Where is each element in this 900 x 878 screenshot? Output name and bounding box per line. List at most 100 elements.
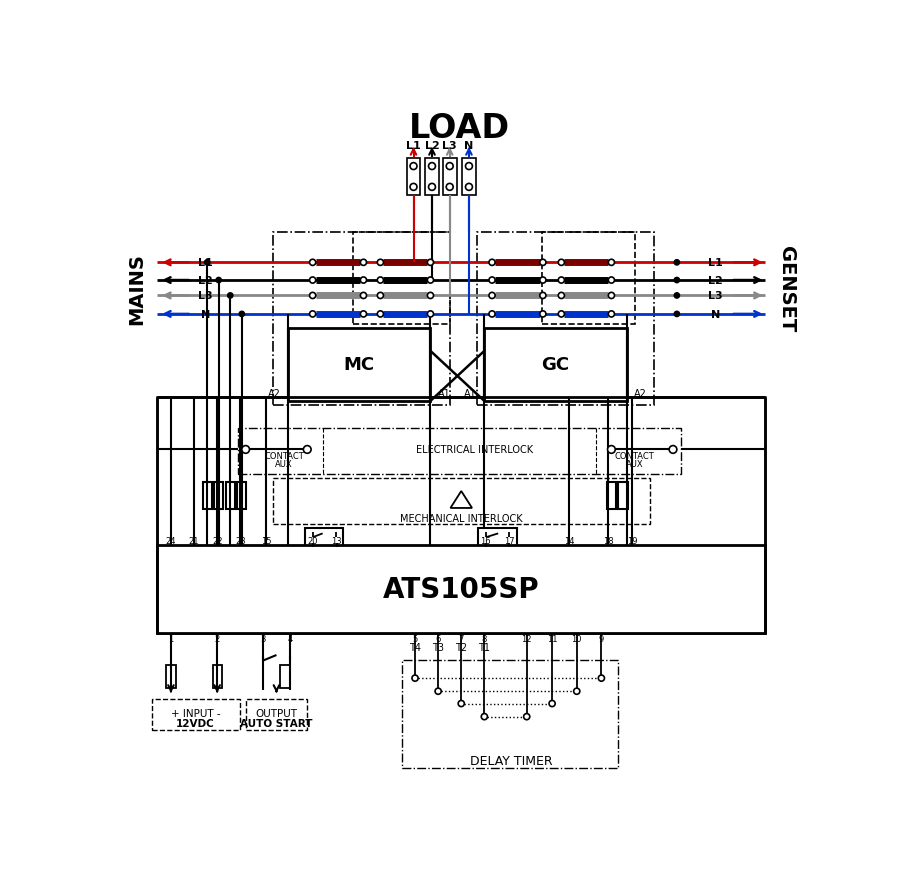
Bar	[212, 666, 221, 688]
Text: GENSET: GENSET	[777, 245, 796, 332]
Text: 5: 5	[412, 634, 418, 643]
Circle shape	[608, 446, 616, 454]
Bar	[462, 159, 476, 196]
Circle shape	[228, 293, 233, 299]
Text: AUX: AUX	[275, 459, 293, 468]
Text: L3: L3	[708, 291, 723, 301]
Circle shape	[428, 184, 436, 191]
Circle shape	[608, 277, 615, 284]
Text: CONTACT: CONTACT	[265, 451, 304, 461]
Circle shape	[608, 312, 615, 318]
Bar	[618, 482, 627, 509]
Text: 8: 8	[482, 634, 487, 643]
Circle shape	[360, 260, 366, 266]
Circle shape	[428, 293, 434, 299]
Text: L2: L2	[198, 276, 213, 285]
Text: MECHANICAL INTERLOCK: MECHANICAL INTERLOCK	[400, 514, 523, 523]
Circle shape	[428, 277, 434, 284]
Circle shape	[216, 278, 221, 284]
Circle shape	[540, 293, 546, 299]
Text: 24: 24	[166, 536, 176, 545]
Text: 3: 3	[261, 634, 266, 643]
Bar	[273, 233, 450, 406]
Bar	[425, 159, 439, 196]
Circle shape	[598, 675, 605, 681]
Circle shape	[435, 688, 441, 694]
Bar	[478, 529, 517, 548]
Text: A1: A1	[464, 389, 477, 399]
Circle shape	[360, 312, 366, 318]
Circle shape	[674, 261, 680, 266]
Circle shape	[489, 260, 495, 266]
Bar	[226, 482, 235, 509]
Circle shape	[540, 312, 546, 318]
Bar	[166, 666, 176, 688]
Text: GC: GC	[542, 356, 570, 374]
Circle shape	[360, 277, 366, 284]
Bar	[443, 159, 456, 196]
Text: 16: 16	[481, 536, 491, 545]
Circle shape	[465, 163, 472, 170]
Circle shape	[377, 293, 383, 299]
Text: 1: 1	[168, 634, 174, 643]
Bar	[402, 660, 617, 768]
Text: 11: 11	[547, 634, 557, 643]
Text: 7: 7	[459, 634, 464, 643]
Circle shape	[608, 293, 615, 299]
Text: L3: L3	[443, 140, 457, 150]
Text: 20: 20	[308, 536, 318, 545]
Bar	[477, 233, 653, 406]
Text: 12VDC: 12VDC	[176, 718, 215, 728]
Text: DELAY TIMER: DELAY TIMER	[470, 754, 553, 767]
Circle shape	[428, 260, 434, 266]
Text: A2: A2	[267, 389, 281, 399]
Bar	[407, 159, 420, 196]
Text: 17: 17	[504, 536, 514, 545]
Bar	[152, 699, 240, 730]
Text: L3: L3	[198, 291, 213, 301]
Circle shape	[204, 261, 210, 266]
Text: 22: 22	[212, 536, 222, 545]
Text: AUX: AUX	[626, 459, 644, 468]
Bar	[280, 666, 290, 688]
Text: L2: L2	[708, 276, 723, 285]
Circle shape	[377, 312, 383, 318]
Circle shape	[446, 184, 454, 191]
Circle shape	[428, 163, 436, 170]
Circle shape	[558, 277, 564, 284]
Text: 9: 9	[598, 634, 604, 643]
Circle shape	[239, 312, 245, 317]
Text: T1: T1	[479, 643, 490, 652]
Text: 19: 19	[627, 536, 637, 545]
Circle shape	[489, 277, 495, 284]
Circle shape	[558, 293, 564, 299]
Bar	[246, 699, 307, 730]
Circle shape	[310, 277, 316, 284]
Text: N: N	[711, 310, 720, 320]
Text: ATS105SP: ATS105SP	[382, 576, 540, 603]
Text: 23: 23	[235, 536, 246, 545]
Text: 14: 14	[563, 536, 574, 545]
Text: T2: T2	[455, 643, 467, 652]
Text: 15: 15	[261, 536, 272, 545]
Circle shape	[446, 163, 454, 170]
Text: AUTO START: AUTO START	[240, 718, 312, 728]
Circle shape	[489, 312, 495, 318]
Text: 13: 13	[331, 536, 342, 545]
Text: OUTPUT: OUTPUT	[256, 708, 298, 718]
Bar	[288, 328, 430, 401]
Circle shape	[540, 277, 546, 284]
Text: T3: T3	[432, 643, 445, 652]
Bar	[273, 479, 650, 524]
Circle shape	[410, 184, 417, 191]
Circle shape	[458, 701, 464, 707]
Text: A2: A2	[634, 389, 647, 399]
Text: L1: L1	[708, 258, 723, 268]
Circle shape	[524, 714, 530, 720]
Circle shape	[482, 714, 488, 720]
Bar	[158, 545, 765, 634]
Circle shape	[573, 688, 580, 694]
Circle shape	[558, 312, 564, 318]
Circle shape	[360, 293, 366, 299]
Circle shape	[674, 293, 680, 299]
